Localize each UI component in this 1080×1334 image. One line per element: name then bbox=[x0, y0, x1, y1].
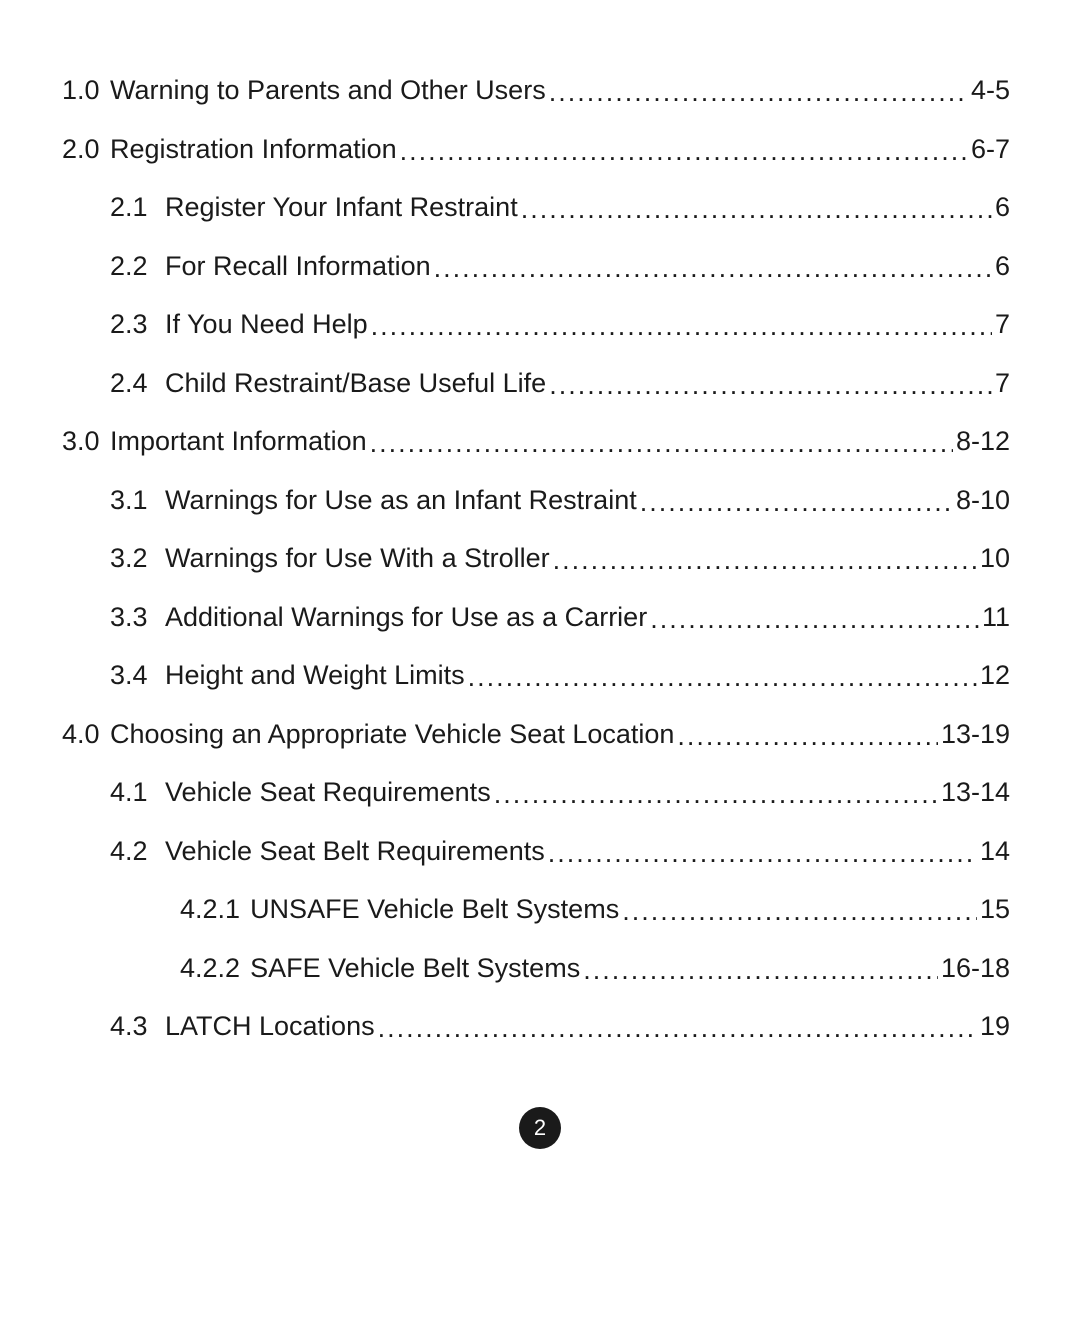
toc-entry-title: Warning to Parents and Other Users bbox=[110, 70, 549, 111]
toc-entry-number: 2.3 bbox=[110, 304, 165, 345]
toc-entry-title: Additional Warnings for Use as a Carrier bbox=[165, 597, 650, 638]
toc-entry: 1.0Warning to Parents and Other Users...… bbox=[62, 70, 1010, 111]
toc-leader-dots: ........................................… bbox=[370, 423, 953, 464]
toc-entry-page: 10 bbox=[977, 538, 1010, 579]
toc-leader-dots: ........................................… bbox=[378, 1008, 977, 1049]
toc-entry-number: 2.1 bbox=[110, 187, 165, 228]
toc-entry-page: 19 bbox=[977, 1006, 1010, 1047]
toc-entry-title: Height and Weight Limits bbox=[165, 655, 468, 696]
toc-entry-page: 11 bbox=[979, 597, 1010, 638]
toc-entry: 4.2.1UNSAFE Vehicle Belt Systems........… bbox=[180, 889, 1010, 930]
toc-entry-page: 6-7 bbox=[968, 129, 1010, 170]
toc-leader-dots: ........................................… bbox=[434, 248, 992, 289]
toc-leader-dots: ........................................… bbox=[494, 774, 938, 815]
toc-entry-number: 4.2.2 bbox=[180, 948, 250, 989]
page-number-badge: 2 bbox=[519, 1107, 561, 1149]
toc-leader-dots: ........................................… bbox=[583, 950, 938, 991]
toc-entry-number: 1.0 bbox=[62, 70, 110, 111]
toc-leader-dots: ........................................… bbox=[468, 657, 977, 698]
toc-entry-page: 15 bbox=[977, 889, 1010, 930]
toc-entry-number: 2.0 bbox=[62, 129, 110, 170]
toc-entry-title: SAFE Vehicle Belt Systems bbox=[250, 948, 583, 989]
toc-entry-title: Registration Information bbox=[110, 129, 400, 170]
toc-entry: 2.0Registration Information.............… bbox=[62, 129, 1010, 170]
toc-entry-page: 7 bbox=[992, 363, 1010, 404]
toc-entry: 3.1Warnings for Use as an Infant Restrai… bbox=[110, 480, 1010, 521]
toc-leader-dots: ........................................… bbox=[549, 365, 992, 406]
toc-entry-title: Register Your Infant Restraint bbox=[165, 187, 521, 228]
toc-entry: 2.4Child Restraint/Base Useful Life.....… bbox=[110, 363, 1010, 404]
page-number: 2 bbox=[534, 1115, 546, 1141]
toc-entry: 3.4Height and Weight Limits.............… bbox=[110, 655, 1010, 696]
toc-entry-number: 3.1 bbox=[110, 480, 165, 521]
toc-entry-page: 7 bbox=[992, 304, 1010, 345]
toc-entry-number: 4.2 bbox=[110, 831, 165, 872]
toc-entry-number: 4.3 bbox=[110, 1006, 165, 1047]
toc-entry-title: If You Need Help bbox=[165, 304, 371, 345]
toc-entry-page: 13-14 bbox=[938, 772, 1010, 813]
toc-entry-number: 2.2 bbox=[110, 246, 165, 287]
toc-entry: 4.3LATCH Locations......................… bbox=[110, 1006, 1010, 1047]
toc-entry: 4.0Choosing an Appropriate Vehicle Seat … bbox=[62, 714, 1010, 755]
toc-entry-number: 4.1 bbox=[110, 772, 165, 813]
toc-leader-dots: ........................................… bbox=[371, 306, 992, 347]
toc-leader-dots: ........................................… bbox=[622, 891, 977, 932]
toc-entry-page: 13-19 bbox=[938, 714, 1010, 755]
toc-entry: 3.0Important Information................… bbox=[62, 421, 1010, 462]
table-of-contents: 1.0Warning to Parents and Other Users...… bbox=[0, 0, 1080, 1047]
toc-entry-number: 3.3 bbox=[110, 597, 165, 638]
toc-entry-page: 4-5 bbox=[968, 70, 1010, 111]
toc-entry-number: 3.2 bbox=[110, 538, 165, 579]
toc-entry-title: Vehicle Seat Requirements bbox=[165, 772, 494, 813]
toc-entry-page: 16-18 bbox=[938, 948, 1010, 989]
toc-entry-number: 4.0 bbox=[62, 714, 110, 755]
toc-entry: 4.2.2SAFE Vehicle Belt Systems..........… bbox=[180, 948, 1010, 989]
toc-entry-page: 6 bbox=[992, 246, 1010, 287]
toc-entry: 2.1Register Your Infant Restraint.......… bbox=[110, 187, 1010, 228]
toc-entry-title: Important Information bbox=[110, 421, 370, 462]
toc-entry-page: 8-12 bbox=[953, 421, 1010, 462]
toc-entry-number: 3.0 bbox=[62, 421, 110, 462]
toc-entry: 3.3Additional Warnings for Use as a Carr… bbox=[110, 597, 1010, 638]
toc-entry-title: For Recall Information bbox=[165, 246, 434, 287]
toc-entry-title: Warnings for Use With a Stroller bbox=[165, 538, 553, 579]
toc-entry-title: Child Restraint/Base Useful Life bbox=[165, 363, 549, 404]
toc-entry-page: 14 bbox=[977, 831, 1010, 872]
toc-leader-dots: ........................................… bbox=[400, 131, 968, 172]
toc-leader-dots: ........................................… bbox=[521, 189, 992, 230]
toc-entry-page: 8-10 bbox=[953, 480, 1010, 521]
toc-entry-page: 6 bbox=[992, 187, 1010, 228]
toc-entry-number: 2.4 bbox=[110, 363, 165, 404]
toc-entry-number: 3.4 bbox=[110, 655, 165, 696]
toc-entry: 4.2Vehicle Seat Belt Requirements.......… bbox=[110, 831, 1010, 872]
toc-entry-title: UNSAFE Vehicle Belt Systems bbox=[250, 889, 622, 930]
toc-entry: 4.1Vehicle Seat Requirements............… bbox=[110, 772, 1010, 813]
toc-leader-dots: ........................................… bbox=[640, 482, 953, 523]
toc-entry: 2.3If You Need Help.....................… bbox=[110, 304, 1010, 345]
toc-entry-number: 4.2.1 bbox=[180, 889, 250, 930]
toc-entry-title: LATCH Locations bbox=[165, 1006, 378, 1047]
toc-entry-title: Choosing an Appropriate Vehicle Seat Loc… bbox=[110, 714, 677, 755]
toc-entry: 3.2Warnings for Use With a Stroller.....… bbox=[110, 538, 1010, 579]
toc-leader-dots: ........................................… bbox=[553, 540, 977, 581]
toc-entry: 2.2For Recall Information...............… bbox=[110, 246, 1010, 287]
toc-leader-dots: ........................................… bbox=[548, 833, 977, 874]
toc-entry-page: 12 bbox=[977, 655, 1010, 696]
toc-entry-title: Warnings for Use as an Infant Restraint bbox=[165, 480, 640, 521]
toc-leader-dots: ........................................… bbox=[549, 72, 968, 113]
toc-leader-dots: ........................................… bbox=[650, 599, 979, 640]
toc-entry-title: Vehicle Seat Belt Requirements bbox=[165, 831, 548, 872]
toc-leader-dots: ........................................… bbox=[677, 716, 938, 757]
